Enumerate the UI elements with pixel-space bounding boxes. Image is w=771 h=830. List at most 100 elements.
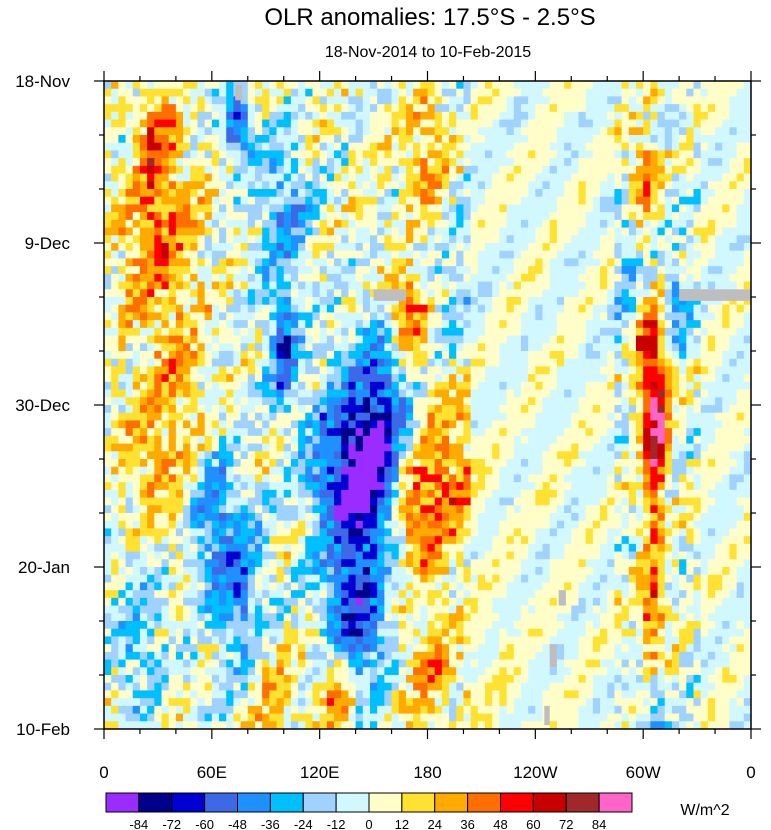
heatmap-cell <box>506 235 515 244</box>
heatmap-cell <box>434 405 443 414</box>
heatmap-cell <box>369 466 378 476</box>
heatmap-cell <box>506 173 515 182</box>
heatmap-cell <box>650 165 659 175</box>
heatmap-cell <box>161 343 170 352</box>
heatmap-cell <box>369 204 378 213</box>
heatmap-cell <box>736 119 745 128</box>
heatmap-cell <box>283 428 292 437</box>
heatmap-cell <box>441 443 450 452</box>
heatmap-cell <box>111 412 119 422</box>
heatmap-cell <box>693 204 702 213</box>
heatmap-cell <box>420 312 429 321</box>
heatmap-cell <box>154 428 163 437</box>
heatmap-cell <box>175 227 184 236</box>
heatmap-cell <box>377 235 385 244</box>
heatmap-cell <box>305 204 314 213</box>
heatmap-cell <box>664 281 673 290</box>
heatmap-cell <box>391 312 400 321</box>
heatmap-cell <box>729 142 738 152</box>
heatmap-cell <box>355 374 364 383</box>
heatmap-cell <box>535 443 544 452</box>
heatmap-cell <box>334 235 342 244</box>
heatmap-cell <box>104 81 112 90</box>
heatmap-cell <box>405 420 414 429</box>
heatmap-cell <box>585 451 594 460</box>
heatmap-cell <box>449 119 457 128</box>
heatmap-cell <box>362 397 371 406</box>
heatmap-cell <box>398 119 407 128</box>
heatmap-cell <box>312 142 321 152</box>
heatmap-cell <box>657 358 666 368</box>
heatmap-cell <box>276 466 285 476</box>
heatmap-cell <box>535 135 544 144</box>
heatmap-cell <box>161 219 170 229</box>
heatmap-cell <box>125 389 134 398</box>
heatmap-cell <box>549 289 558 298</box>
heatmap-cell <box>520 196 529 206</box>
heatmap-cell <box>564 250 572 260</box>
heatmap-cell <box>269 366 278 375</box>
heatmap-cell <box>211 489 220 499</box>
heatmap-cell <box>226 497 234 506</box>
heatmap-cell <box>283 173 292 182</box>
heatmap-cell <box>657 420 666 429</box>
heatmap-cell <box>118 420 127 429</box>
heatmap-cell <box>535 304 544 314</box>
heatmap-cell <box>643 258 651 267</box>
heatmap-cell <box>104 435 112 445</box>
heatmap-cell <box>671 320 680 329</box>
heatmap-cell <box>197 505 206 514</box>
heatmap-cell <box>348 366 357 375</box>
heatmap-cell <box>147 243 155 252</box>
heatmap-cell <box>736 250 745 260</box>
heatmap-cell <box>247 312 256 321</box>
heatmap-cell <box>671 235 680 244</box>
heatmap-cell <box>132 258 141 267</box>
heatmap-cell <box>269 127 278 136</box>
heatmap-cell <box>219 135 227 144</box>
heatmap-cell <box>528 173 536 182</box>
heatmap-cell <box>592 189 601 198</box>
heatmap-cell <box>449 489 457 499</box>
heatmap-cell <box>334 88 342 98</box>
heatmap-cell <box>132 466 141 476</box>
heatmap-cell <box>197 374 206 383</box>
heatmap-cell <box>405 443 414 452</box>
heatmap-cell <box>693 366 702 375</box>
heatmap-cell <box>628 158 637 167</box>
heatmap-cell <box>578 381 587 391</box>
heatmap-cell <box>707 397 716 406</box>
heatmap-cell <box>492 158 500 167</box>
heatmap-cell <box>190 389 199 398</box>
heatmap-cell <box>233 235 242 244</box>
heatmap-cell <box>139 111 148 121</box>
heatmap-cell <box>197 397 206 406</box>
heatmap-cell <box>362 420 371 429</box>
heatmap-cell <box>233 219 242 229</box>
heatmap-cell <box>262 335 270 344</box>
heatmap-cell <box>635 181 644 190</box>
heatmap-cell <box>578 482 587 491</box>
heatmap-cell <box>671 304 680 314</box>
heatmap-cell <box>283 258 292 267</box>
heatmap-cell <box>657 451 666 460</box>
heatmap-cell <box>477 405 486 414</box>
heatmap-cell <box>341 111 350 121</box>
heatmap-cell <box>715 273 723 283</box>
heatmap-cell <box>506 320 515 329</box>
heatmap-cell <box>219 482 227 491</box>
heatmap-cell <box>254 412 263 422</box>
heatmap-cell <box>635 81 644 90</box>
heatmap-cell <box>528 81 536 90</box>
heatmap-cell <box>276 219 285 229</box>
heatmap-cell <box>736 420 745 429</box>
heatmap-cell <box>650 351 659 360</box>
heatmap-cell <box>384 320 393 329</box>
heatmap-cell <box>607 289 616 298</box>
heatmap-cell <box>614 142 623 152</box>
heatmap-cell <box>693 189 702 198</box>
heatmap-cell <box>190 196 199 206</box>
heatmap-cell <box>441 312 450 321</box>
heatmap-cell <box>111 451 119 460</box>
heatmap-cell <box>736 351 745 360</box>
